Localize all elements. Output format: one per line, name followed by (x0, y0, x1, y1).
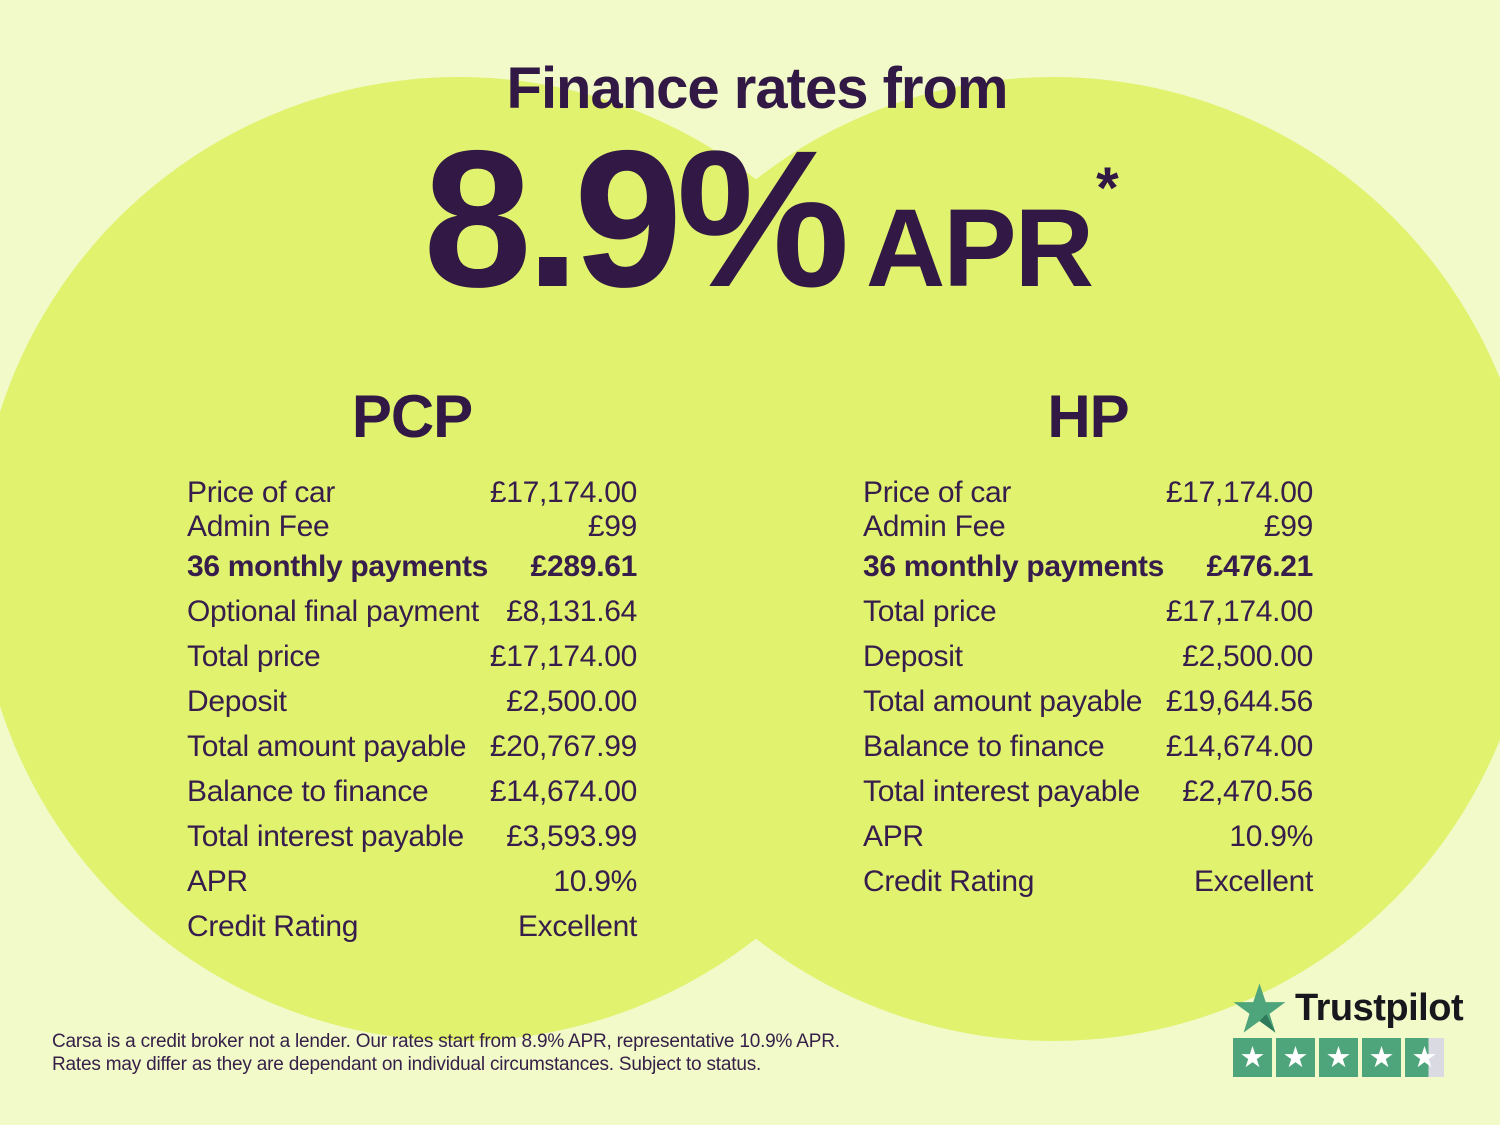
trustpilot-wordmark: Trustpilot (1295, 987, 1464, 1029)
star-glyph: ★ (1368, 1040, 1395, 1074)
row-label: Deposit (863, 640, 963, 673)
row-value: £14,674.00 (489, 775, 637, 808)
disclaimer-text: Carsa is a credit broker not a lender. O… (52, 1031, 840, 1076)
trustpilot-star-tile: ★ (1319, 1038, 1358, 1077)
row-label: Price of car (863, 476, 1012, 509)
table-row: Balance to finance £14,674.00 (863, 724, 1313, 769)
disclaimer-line-1: Carsa is a credit broker not a lender. O… (52, 1031, 840, 1052)
trustpilot-badge: Trustpilot ★ ★ ★ ★ ★ (1233, 982, 1464, 1077)
table-row: APR 10.9% (187, 859, 637, 904)
row-value: 10.9% (553, 865, 637, 898)
table-row: Deposit £2,500.00 (187, 679, 637, 724)
row-value: £2,500.00 (506, 685, 637, 718)
table-row: Optional final payment £8,131.64 (187, 589, 637, 634)
rate-asterisk: * (1096, 156, 1119, 221)
row-label: Total interest payable (187, 820, 464, 853)
table-row: 36 monthly payments £476.21 (863, 544, 1313, 589)
pcp-heading: PCP (351, 383, 473, 450)
disclaimer-line-2: Rates may differ as they are dependant o… (52, 1053, 762, 1075)
table-row: Balance to finance £14,674.00 (187, 769, 637, 814)
table-row: Deposit £2,500.00 (863, 634, 1313, 679)
row-value: £17,174.00 (489, 640, 637, 673)
star-glyph: ★ (1282, 1040, 1309, 1074)
table-row: Credit Rating Excellent (187, 904, 637, 949)
trustpilot-star-tile: ★ (1276, 1038, 1315, 1077)
row-value: £19,644.56 (1165, 685, 1313, 718)
row-value: £17,174.00 (1165, 595, 1313, 628)
row-label: Balance to finance (863, 730, 1105, 763)
trustpilot-star-icon (1233, 983, 1286, 1033)
table-row: Total price £17,174.00 (863, 589, 1313, 634)
row-value: £3,593.99 (506, 820, 637, 853)
row-value: Excellent (517, 910, 637, 943)
row-value: 10.9% (1229, 820, 1313, 853)
table-row: Price of car £17,174.00 (863, 476, 1313, 510)
row-value: £476.21 (1206, 550, 1314, 583)
row-label: Credit Rating (863, 865, 1035, 898)
table-row: Total amount payable £19,644.56 (863, 679, 1313, 724)
row-value: £99 (1263, 510, 1313, 543)
trustpilot-star-tile: ★ (1405, 1038, 1444, 1077)
table-row: Total price £17,174.00 (187, 634, 637, 679)
row-value: £17,174.00 (1165, 476, 1313, 509)
row-label: 36 monthly payments (863, 550, 1165, 583)
banner-title: Finance rates from (506, 56, 1009, 121)
trustpilot-star-tile: ★ (1362, 1038, 1401, 1077)
row-label: Total price (187, 640, 321, 673)
star-glyph: ★ (1325, 1040, 1352, 1074)
pcp-column: PCP Price of car £17,174.00 Admin Fee £99 36… (187, 386, 637, 949)
row-label: Deposit (187, 685, 287, 718)
row-value: Excellent (1193, 865, 1313, 898)
row-value: £17,174.00 (489, 476, 637, 509)
star-glyph: ★ (1411, 1040, 1438, 1074)
row-label: Total amount payable (863, 685, 1143, 718)
pcp-table: Price of car £17,174.00 Admin Fee £99 36 mon… (187, 476, 637, 949)
lime-circle-right (571, 77, 1500, 1041)
row-label: Admin Fee (187, 510, 330, 543)
table-row: Total interest payable £2,470.56 (863, 769, 1313, 814)
table-row: Admin Fee £99 (187, 510, 637, 544)
table-row: APR 10.9% (863, 814, 1313, 859)
row-label: Total amount payable (187, 730, 467, 763)
hp-column: HP Price of car £17,174.00 Admin Fee £99 36 … (863, 386, 1313, 904)
rate-apr-label: APR (865, 187, 1094, 310)
table-row: Total amount payable £20,767.99 (187, 724, 637, 769)
row-label: Balance to finance (187, 775, 429, 808)
row-value: £99 (587, 510, 637, 543)
row-value: £2,500.00 (1182, 640, 1313, 673)
trustpilot-rating-stars: ★ ★ ★ ★ ★ (1233, 1038, 1463, 1077)
row-label: Admin Fee (863, 510, 1006, 543)
row-label: Optional final payment (187, 595, 479, 628)
table-row: Admin Fee £99 (863, 510, 1313, 544)
row-label: Credit Rating (187, 910, 359, 943)
row-value: £289.61 (530, 550, 638, 583)
trustpilot-star-tile: ★ (1233, 1038, 1272, 1077)
table-row: Credit Rating Excellent (863, 859, 1313, 904)
trustpilot-logo-row: Trustpilot (1233, 982, 1464, 1035)
headline-rate: 8.9% APR * (21, 122, 1500, 317)
row-value: £8,131.64 (506, 595, 637, 628)
table-row: 36 monthly payments £289.61 (187, 544, 637, 589)
table-row: Price of car £17,174.00 (187, 476, 637, 510)
star-glyph: ★ (1239, 1040, 1266, 1074)
hp-table: Price of car £17,174.00 Admin Fee £99 36 mon… (863, 476, 1313, 904)
row-label: APR (863, 820, 924, 853)
row-label: 36 monthly payments (187, 550, 489, 583)
row-label: Price of car (187, 476, 336, 509)
table-row: Total interest payable £3,593.99 (187, 814, 637, 859)
rate-value: 8.9% (423, 110, 849, 328)
row-label: Total interest payable (863, 775, 1140, 808)
row-value: £14,674.00 (1165, 730, 1313, 763)
row-value: £20,767.99 (489, 730, 637, 763)
row-label: APR (187, 865, 248, 898)
row-label: Total price (863, 595, 997, 628)
hp-heading: HP (1047, 383, 1129, 450)
row-value: £2,470.56 (1182, 775, 1313, 808)
